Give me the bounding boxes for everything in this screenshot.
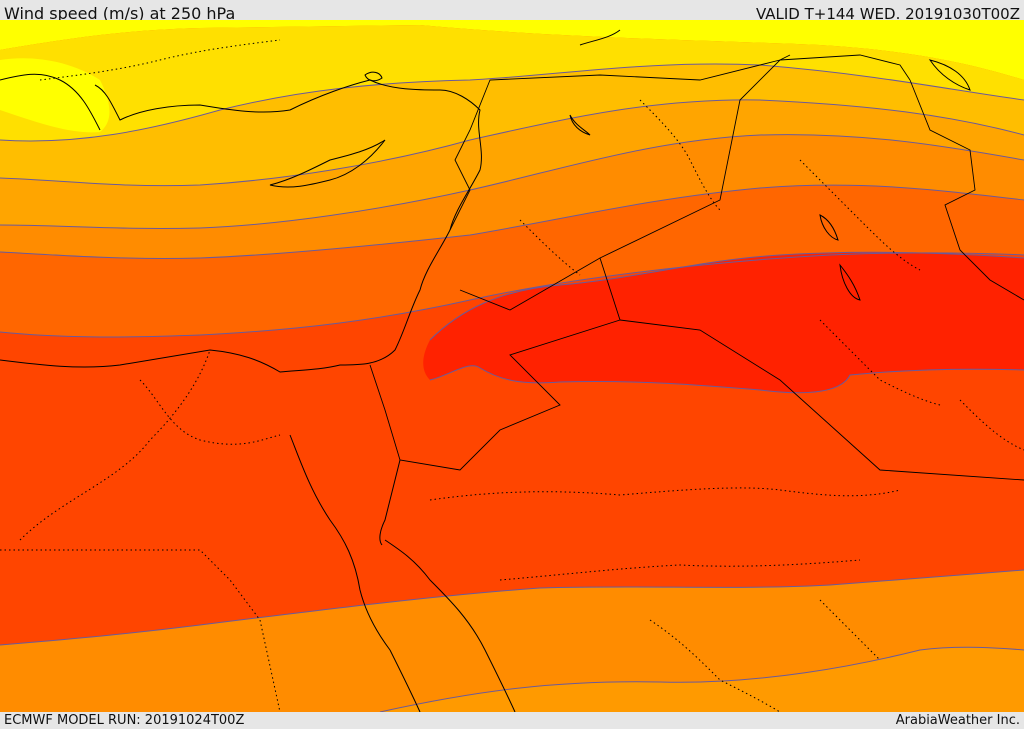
band-orange-light	[0, 99, 1024, 229]
band-orange	[0, 134, 1024, 259]
valid-time: VALID T+144 WED. 20191030T00Z	[755, 5, 1020, 23]
wind-speed-map	[0, 20, 1024, 712]
band-red	[423, 252, 1024, 393]
bottom-bar: ECMWF MODEL RUN: 20191024T00Z ArabiaWeat…	[0, 712, 1024, 729]
contour-lines	[0, 63, 1024, 712]
band-orange-bottom	[0, 570, 1024, 712]
borders	[369, 54, 1024, 481]
credit: ArabiaWeather Inc.	[895, 713, 1020, 728]
band-light-gold	[0, 25, 1024, 141]
band-yellow	[0, 20, 1024, 80]
top-bar: Wind speed (m/s) at 250 hPa VALID T+144 …	[0, 0, 1024, 23]
model-run: ECMWF MODEL RUN: 20191024T00Z	[4, 713, 245, 728]
band-yellow-pocket	[0, 58, 110, 133]
admin-boundaries	[0, 39, 1024, 712]
map-title: Wind speed (m/s) at 250 hPa	[4, 4, 236, 23]
band-gold	[0, 63, 1024, 186]
coastlines	[0, 29, 971, 712]
band-dark-orange	[0, 185, 1024, 337]
band-orange-bottom-light	[380, 647, 1024, 712]
